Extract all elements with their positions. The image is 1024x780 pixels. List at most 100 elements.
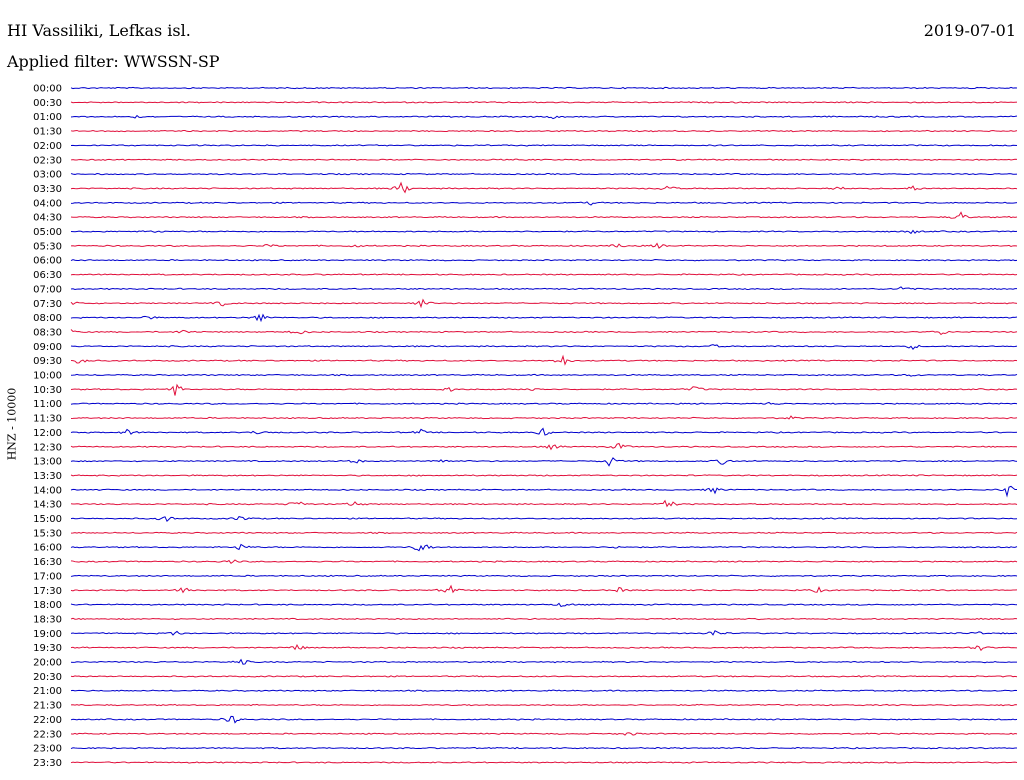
- time-label: 02:30: [33, 155, 62, 166]
- time-label: 21:00: [33, 686, 62, 697]
- time-label: 11:00: [33, 399, 62, 410]
- time-label: 19:30: [33, 643, 62, 654]
- time-label: 05:30: [33, 241, 62, 252]
- time-label: 09:00: [33, 342, 62, 353]
- trace-line: [70, 689, 1018, 692]
- trace-line: [70, 732, 1018, 736]
- trace-line: [70, 242, 1018, 249]
- trace-line: [70, 457, 1018, 467]
- trace-line: [70, 354, 1018, 366]
- time-label: 20:30: [33, 672, 62, 683]
- trace-line: [70, 172, 1018, 176]
- trace-line: [70, 543, 1018, 552]
- time-label: 01:00: [33, 112, 62, 123]
- trace-line: [70, 474, 1018, 477]
- trace-line: [70, 211, 1018, 219]
- trace-line: [70, 259, 1018, 262]
- time-label: 14:30: [33, 500, 62, 511]
- time-label: 20:00: [33, 658, 62, 669]
- trace-line: [70, 630, 1018, 636]
- trace-line: [70, 181, 1018, 194]
- time-label: 13:00: [33, 457, 62, 468]
- trace-line: [70, 129, 1018, 133]
- trace-line: [70, 101, 1018, 104]
- trace-line: [70, 144, 1018, 147]
- trace-line: [70, 658, 1018, 665]
- time-label: 12:00: [33, 428, 62, 439]
- time-label: 22:00: [33, 715, 62, 726]
- trace-line: [70, 574, 1018, 578]
- trace-line: [70, 383, 1018, 396]
- time-label: 16:00: [33, 543, 62, 554]
- time-label-group: 00:00 00:30 01:00 01:30 02:00 02:30 03:00 03:30…: [33, 84, 62, 769]
- trace-line: [70, 201, 1018, 206]
- trace-line: [70, 158, 1018, 161]
- trace-line: [70, 344, 1018, 350]
- time-label: 15:00: [33, 514, 62, 525]
- time-label: 06:00: [33, 256, 62, 267]
- time-label: 16:30: [33, 557, 62, 568]
- trace-line: [70, 286, 1018, 291]
- trace-line: [70, 427, 1018, 436]
- time-label: 22:30: [33, 729, 62, 740]
- trace-line: [70, 114, 1018, 120]
- time-label: 18:00: [33, 600, 62, 611]
- trace-line: [70, 273, 1018, 276]
- time-label: 01:30: [33, 127, 62, 138]
- time-label: 03:30: [33, 184, 62, 195]
- time-label: 17:30: [33, 586, 62, 597]
- time-label: 18:30: [33, 614, 62, 625]
- trace-line: [70, 298, 1018, 309]
- trace-line: [70, 86, 1018, 90]
- applied-filter-label: Applied filter: WWSSN-SP: [7, 52, 220, 71]
- time-label: 11:30: [33, 414, 62, 425]
- time-label: 00:30: [33, 98, 62, 109]
- time-label: 07:00: [33, 284, 62, 295]
- trace-line: [70, 485, 1018, 498]
- trace-line: [70, 559, 1018, 565]
- trace-line: [70, 675, 1018, 678]
- time-label: 10:30: [33, 385, 62, 396]
- trace-line: [70, 516, 1018, 523]
- time-label: 21:30: [33, 701, 62, 712]
- time-label: 09:30: [33, 356, 62, 367]
- record-date: 2019-07-01: [923, 21, 1016, 40]
- time-label: 12:30: [33, 442, 62, 453]
- trace-line: [70, 442, 1018, 451]
- trace-line: [70, 602, 1018, 608]
- trace-line: [70, 499, 1018, 508]
- trace-line: [70, 617, 1018, 621]
- trace-line: [70, 761, 1018, 764]
- time-label: 06:30: [33, 270, 62, 281]
- time-label: 13:30: [33, 471, 62, 482]
- time-label: 23:00: [33, 744, 62, 755]
- time-label: 08:00: [33, 313, 62, 324]
- station-title: HI Vassiliki, Lefkas isl.: [7, 21, 191, 40]
- trace-line: [70, 229, 1018, 235]
- time-label: 17:00: [33, 571, 62, 582]
- trace-line: [70, 415, 1018, 420]
- trace-line: [70, 373, 1018, 377]
- time-label: 08:30: [33, 327, 62, 338]
- trace-line: [70, 643, 1018, 652]
- time-label: 02:00: [33, 141, 62, 152]
- time-label: 04:30: [33, 213, 62, 224]
- trace-line: [70, 531, 1018, 535]
- time-label: 00:00: [33, 84, 62, 95]
- time-label: 07:30: [33, 299, 62, 310]
- time-label: 23:30: [33, 758, 62, 769]
- trace-group: [70, 86, 1018, 764]
- trace-line: [70, 584, 1018, 594]
- trace-line: [70, 703, 1018, 707]
- time-label: 05:00: [33, 227, 62, 238]
- trace-line: [70, 401, 1018, 405]
- time-label: 04:00: [33, 198, 62, 209]
- time-label: 19:00: [33, 629, 62, 640]
- trace-line: [70, 329, 1018, 336]
- trace-line: [70, 746, 1018, 750]
- time-label: 03:00: [33, 170, 62, 181]
- time-label: 10:00: [33, 371, 62, 382]
- trace-line: [70, 715, 1018, 724]
- time-label: 15:30: [33, 528, 62, 539]
